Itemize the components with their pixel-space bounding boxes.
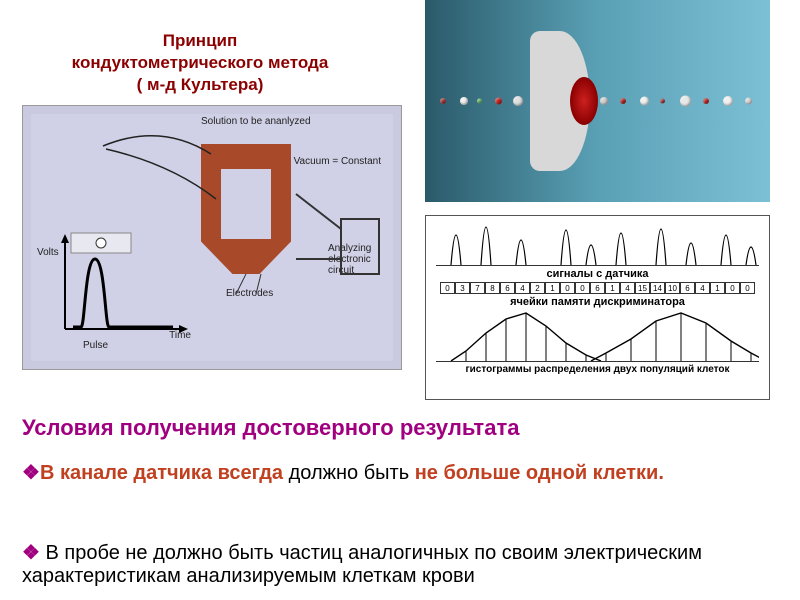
slide-title: Принцип кондуктометрического метода ( м-… xyxy=(0,30,400,96)
render-3d xyxy=(425,0,770,202)
body1-part2: должно быть xyxy=(289,462,415,484)
memory-cell: 2 xyxy=(530,282,545,294)
label-memory: ячейки памяти дискриминатора xyxy=(430,296,765,308)
particle xyxy=(513,96,523,106)
body2-text: В пробе не должно быть частиц аналогичны… xyxy=(22,542,702,587)
particle xyxy=(600,97,608,105)
memory-cell: 1 xyxy=(545,282,560,294)
memory-cell: 8 xyxy=(485,282,500,294)
particle xyxy=(495,98,502,105)
particle xyxy=(640,97,649,106)
bullet-icon: ❖ xyxy=(22,542,40,564)
memory-cell: 4 xyxy=(695,282,710,294)
memory-cell: 0 xyxy=(440,282,455,294)
memory-cell: 4 xyxy=(515,282,530,294)
schematic-inner: Solution to be ananlyzed Vacuum = Consta… xyxy=(31,114,393,361)
memory-cell: 7 xyxy=(470,282,485,294)
title-line-2: кондуктометрического метода xyxy=(0,52,400,74)
label-signals: сигналы с датчика xyxy=(430,268,765,280)
memory-cell: 0 xyxy=(575,282,590,294)
particle xyxy=(723,96,733,106)
schematic-arrows xyxy=(31,114,396,364)
body-text-2: ❖ В пробе не должно быть частиц аналогич… xyxy=(22,540,778,588)
memory-cell: 4 xyxy=(620,282,635,294)
body1-part3: не больше одной клетки. xyxy=(415,462,664,484)
bullet-icon: ❖ xyxy=(22,462,40,484)
label-histogram: гистограммы распределения двух популяций… xyxy=(430,364,765,375)
memory-cell: 6 xyxy=(680,282,695,294)
slide: Принцип кондуктометрического метода ( м-… xyxy=(0,0,800,600)
memory-cell: 15 xyxy=(635,282,650,294)
particle xyxy=(745,98,752,105)
subtitle: Условия получения достоверного результат… xyxy=(22,415,778,441)
signal-peaks-row xyxy=(436,224,759,266)
particle xyxy=(460,97,468,105)
memory-cell: 3 xyxy=(455,282,470,294)
memory-cell: 6 xyxy=(500,282,515,294)
histogram-row xyxy=(436,310,759,362)
particle xyxy=(680,96,691,107)
aperture-shape xyxy=(530,31,590,171)
signals-panel: сигналы с датчика 0378642100614151410641… xyxy=(425,215,770,400)
memory-cell: 0 xyxy=(740,282,755,294)
memory-cell: 0 xyxy=(725,282,740,294)
particle xyxy=(477,99,482,104)
memory-cell: 1 xyxy=(710,282,725,294)
schematic-diagram: Solution to be ananlyzed Vacuum = Consta… xyxy=(22,105,402,370)
memory-cell: 0 xyxy=(560,282,575,294)
memory-cell: 1 xyxy=(605,282,620,294)
title-line-1: Принцип xyxy=(0,30,400,52)
particle xyxy=(440,98,446,104)
particle xyxy=(703,98,709,104)
body-text-1: ❖В канале датчика всегда должно быть не … xyxy=(22,460,778,485)
title-line-3: ( м-д Культера) xyxy=(0,74,400,96)
body1-part1: В канале датчика всегда xyxy=(40,462,289,484)
particle xyxy=(620,98,626,104)
memory-cells-row: 037864210061415141064100 xyxy=(436,282,759,294)
particle xyxy=(660,99,665,104)
memory-cell: 10 xyxy=(665,282,680,294)
memory-cell: 6 xyxy=(590,282,605,294)
memory-cell: 14 xyxy=(650,282,665,294)
